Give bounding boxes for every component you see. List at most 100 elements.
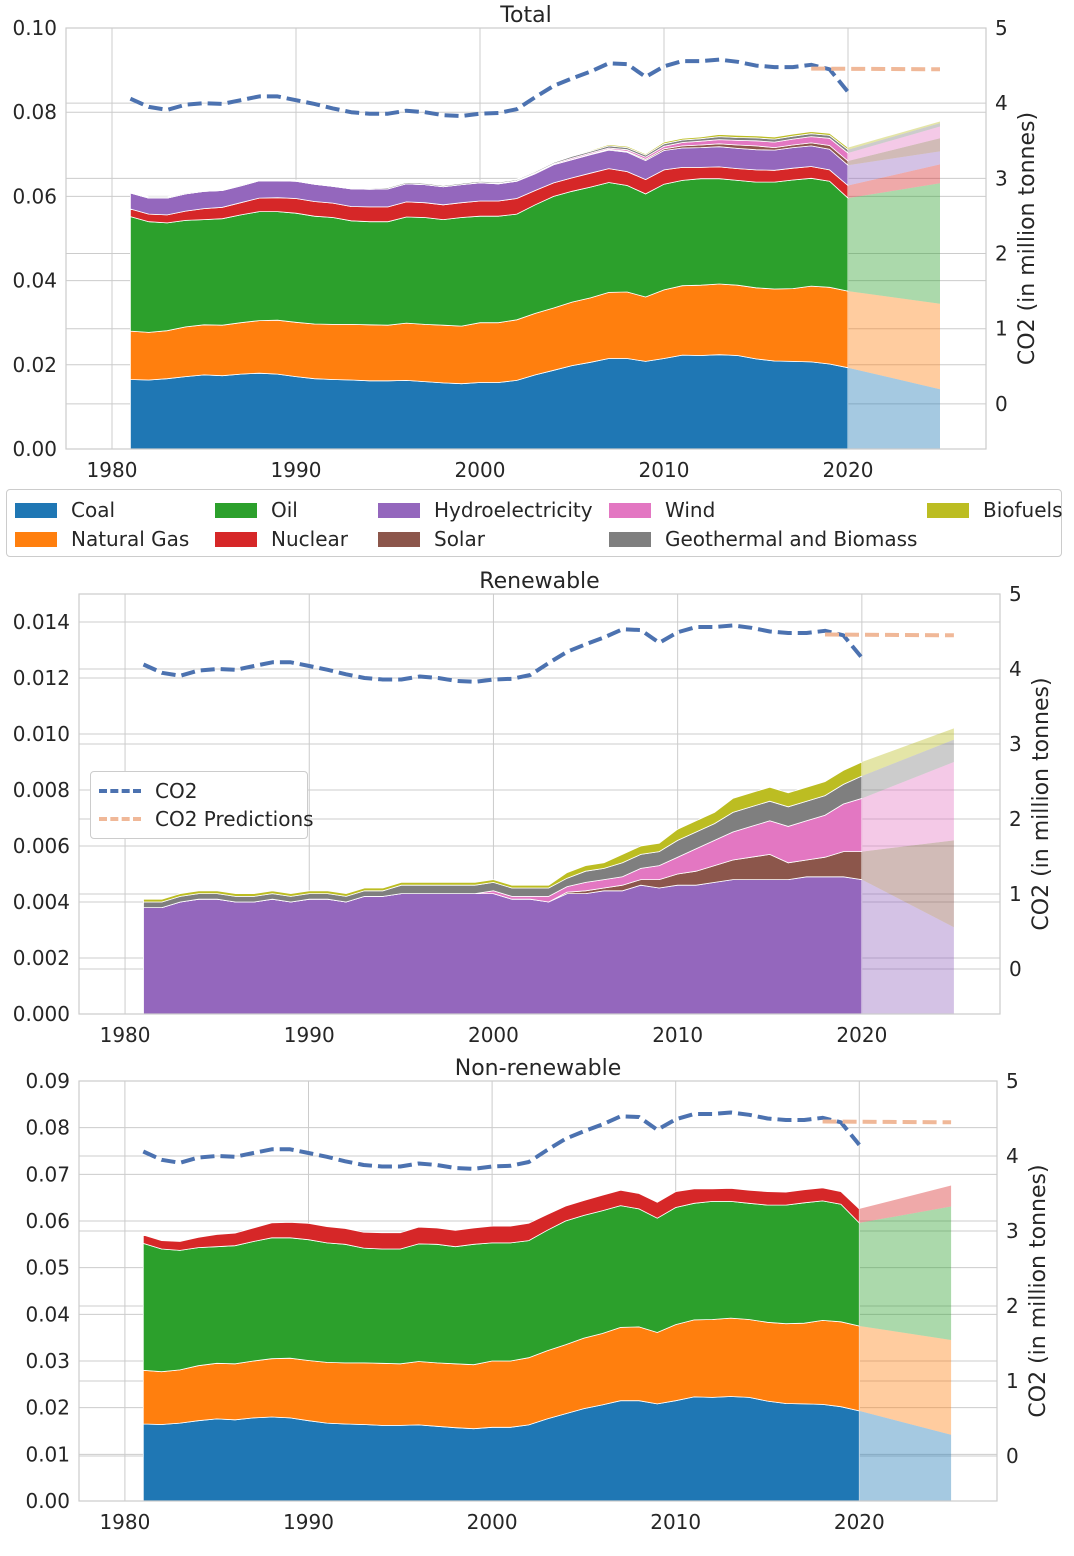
- y-tick-label: 0.04: [25, 1302, 70, 1326]
- panel-non-renewable: 1980 1990 2000 2010 2020 0.00 0.01 0.02 0.03 0.04…: [25, 1056, 1051, 1534]
- x-tick-label: 2000: [467, 1510, 518, 1534]
- legend-line-co2-predictions: [99, 817, 141, 821]
- y-tick-label: 0.06: [25, 1209, 70, 1233]
- x-tick-label: 2000: [455, 458, 506, 482]
- energy-source-legend: Coal Natural Gas Oil Nuclear Hydroelectr…: [6, 489, 1063, 557]
- x-tick-label: 1980: [87, 458, 138, 482]
- legend-item-co2-predictions: CO2 Predictions: [99, 807, 314, 831]
- area-forecast-biofuels: [848, 121, 940, 150]
- x-tick-label: 2000: [468, 1023, 519, 1047]
- co2-predictions-line: [822, 1119, 952, 1125]
- legend-item-nuclear: Nuclear: [215, 527, 348, 551]
- y2-tick-label: 4: [995, 91, 1008, 115]
- plot-frame: [78, 593, 1001, 1015]
- legend-label-natural-gas: Natural Gas: [71, 527, 190, 551]
- y2-tick-label: 3: [1009, 732, 1022, 756]
- y2-tick-label: 0: [1009, 957, 1022, 981]
- legend-swatch-wind: [609, 502, 651, 518]
- legend-item-biofuels: Biofuels: [927, 498, 1063, 522]
- legend-label-hydroelectricity: Hydroelectricity: [434, 498, 593, 522]
- legend-swatch-biofuels: [927, 502, 969, 518]
- legend-label-co2: CO2: [155, 779, 198, 803]
- y2-tick-label: 4: [1009, 657, 1022, 681]
- legend-swatch-solar: [378, 531, 420, 547]
- y-tick-label: 0.008: [13, 778, 70, 802]
- legend-swatch-geothermal-and-biomass: [609, 531, 651, 547]
- legend-swatch-hydroelectricity: [378, 502, 420, 518]
- co2-line: [142, 623, 864, 684]
- chart-title: Renewable: [479, 569, 599, 594]
- co2-predictions-line: [824, 632, 954, 638]
- legend-item-solar: Solar: [378, 527, 485, 551]
- legend-line-co2: [99, 789, 141, 793]
- legend-swatch-oil: [215, 502, 257, 518]
- legend-label-wind: Wind: [665, 498, 716, 522]
- panel-renewable: 1980 1990 2000 2010 2020 0.000 0.002 0.004 0.006…: [13, 569, 1054, 1047]
- y2-tick-label: 5: [1006, 1069, 1019, 1093]
- legend-item-oil: Oil: [215, 498, 298, 522]
- y2-axis-label: CO2 (in million tonnes): [1026, 1164, 1051, 1417]
- legend-label-biofuels: Biofuels: [983, 498, 1063, 522]
- plot-frame: [65, 27, 987, 450]
- area-biofuels: [130, 131, 849, 198]
- y-tick-label: 0.09: [25, 1069, 70, 1093]
- area-forecast-coal: [848, 367, 940, 449]
- legend-label-geothermal-and-biomass: Geothermal and Biomass: [665, 527, 918, 551]
- plot-frame: [78, 1080, 998, 1502]
- y2-tick-label: 5: [1009, 582, 1022, 606]
- y-tick-label: 0.02: [12, 353, 57, 377]
- area-forecast-wind: [861, 762, 954, 852]
- x-tick-label: 2010: [650, 1510, 701, 1534]
- legend-label-solar: Solar: [434, 527, 485, 551]
- x-tick-label: 1990: [284, 1023, 335, 1047]
- y2-axis-label: CO2 (in million tonnes): [1029, 677, 1054, 930]
- y-tick-label: 0.04: [12, 269, 57, 293]
- y-tick-label: 0.08: [25, 1116, 70, 1140]
- y-tick-label: 0.00: [12, 437, 57, 461]
- x-tick-label: 2010: [639, 458, 690, 482]
- legend-item-coal: Coal: [15, 498, 115, 522]
- y-tick-label: 0.06: [12, 184, 57, 208]
- legend-label-co2-predictions: CO2 Predictions: [155, 807, 314, 831]
- legend-item-hydroelectricity: Hydroelectricity: [378, 498, 593, 522]
- y-tick-label: 0.08: [12, 100, 57, 124]
- y-tick-label: 0.012: [13, 666, 70, 690]
- legend-item-natural-gas: Natural Gas: [15, 527, 189, 551]
- y-tick-label: 0.000: [13, 1002, 70, 1026]
- y2-tick-label: 2: [1009, 807, 1022, 831]
- area-forecast-coal: [859, 1410, 952, 1501]
- y2-tick-label: 4: [1006, 1144, 1019, 1168]
- area-forecast-solar: [861, 840, 954, 928]
- x-tick-label: 1990: [271, 458, 322, 482]
- area-nuclear: [142, 1187, 860, 1251]
- legend-swatch-natural-gas: [15, 531, 57, 547]
- area-forecast-solar: [848, 138, 940, 166]
- y2-tick-label: 3: [1006, 1219, 1019, 1243]
- y2-tick-label: 0: [1006, 1444, 1019, 1468]
- x-tick-label: 2020: [823, 458, 874, 482]
- legend-label-coal: Coal: [71, 498, 116, 522]
- chart-title: Non-renewable: [455, 1056, 621, 1081]
- y-tick-label: 0.002: [13, 946, 70, 970]
- y-tick-label: 0.02: [25, 1396, 70, 1420]
- co2-legend: CO2 CO2 Predictions: [90, 771, 314, 839]
- y2-tick-label: 2: [1006, 1294, 1019, 1318]
- x-tick-label: 1980: [99, 1510, 150, 1534]
- y-tick-label: 0.014: [13, 610, 70, 634]
- y-tick-label: 0.006: [13, 834, 70, 858]
- y-tick-label: 0.10: [12, 16, 57, 40]
- legend-swatch-coal: [15, 502, 57, 518]
- chart-title: Total: [499, 3, 551, 28]
- co2-line: [129, 57, 850, 118]
- legend-label-oil: Oil: [271, 498, 298, 522]
- area-forecast-hydroelectricity: [861, 879, 954, 1014]
- y2-tick-label: 2: [995, 242, 1008, 266]
- area-forecast-oil: [859, 1206, 952, 1340]
- y2-tick-label: 1: [1009, 882, 1022, 906]
- y-tick-label: 0.03: [25, 1349, 70, 1373]
- y2-tick-label: 3: [995, 166, 1008, 190]
- area-forecast-natural-gas: [859, 1326, 952, 1435]
- y-tick-label: 0.01: [25, 1442, 70, 1466]
- y-tick-label: 0.004: [13, 890, 70, 914]
